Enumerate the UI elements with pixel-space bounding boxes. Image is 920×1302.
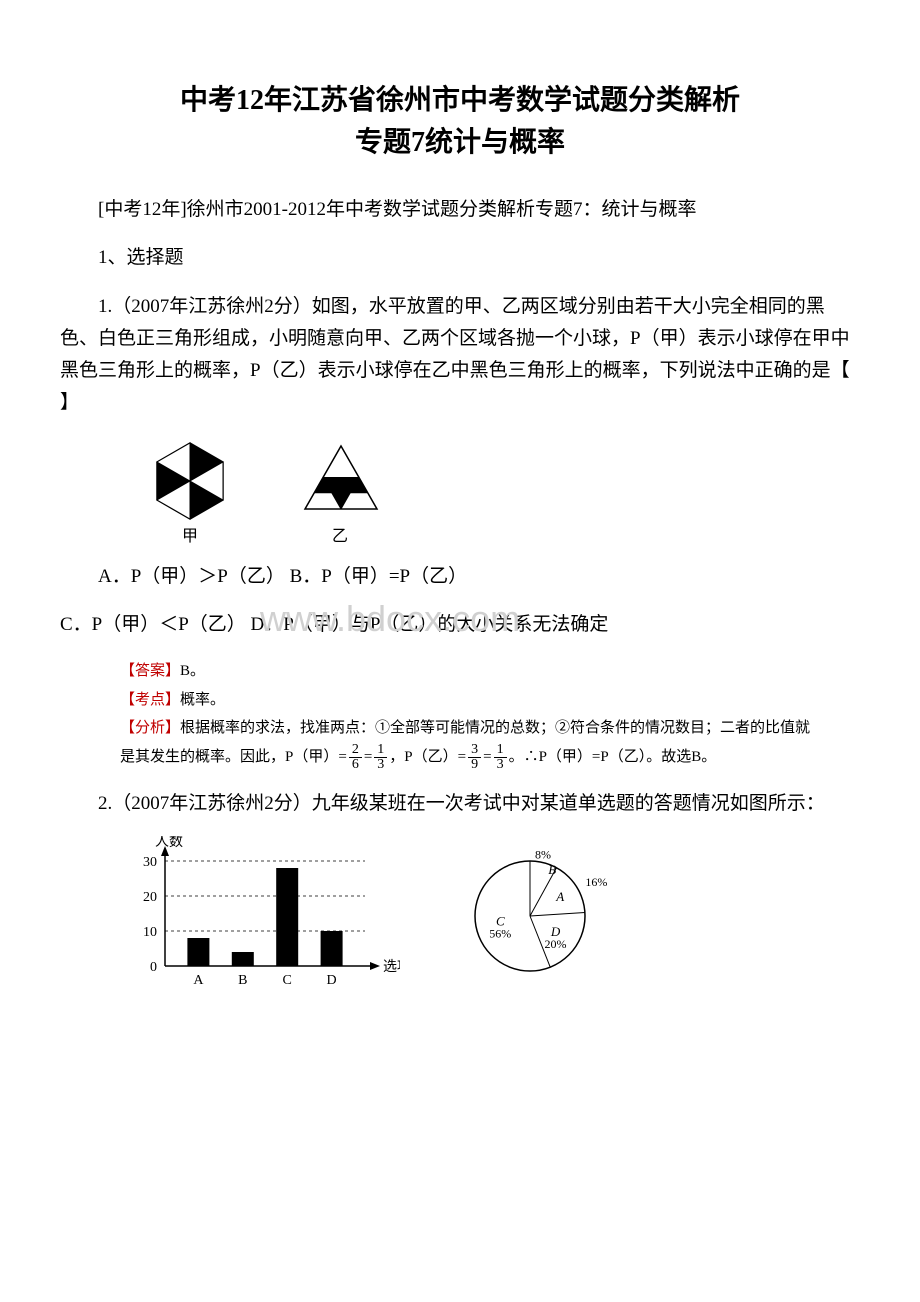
svg-text:16%: 16% (585, 875, 607, 889)
svg-text:A: A (555, 889, 564, 904)
answer-line: 【答案】B。 (120, 657, 860, 686)
label-yi: 乙 (332, 528, 348, 545)
svg-text:选项: 选项 (383, 959, 400, 975)
eq2: = (483, 749, 491, 765)
svg-text:A: A (193, 973, 204, 988)
bar-chart: 0 10 20 30 人数选项 A B C D (120, 836, 400, 996)
svg-text:30: 30 (143, 855, 157, 870)
frac-1: 26 (349, 743, 362, 772)
svg-text:B: B (548, 862, 556, 877)
label-jia: 甲 (182, 528, 198, 545)
title-line-1: 中考12年江苏省徐州市中考数学试题分类解析 (180, 85, 740, 116)
q1-figure: 甲 乙 (140, 436, 860, 551)
frac-3: 39 (468, 743, 481, 772)
answer-text: B。 (180, 663, 205, 679)
svg-text:D: D (327, 973, 337, 988)
fenxi-text-1: 根据概率的求法，找准两点：①全部等可能情况的总数；②符合条件的情况数目；二者的比… (180, 720, 810, 736)
q1-options-ab: A．P（甲）＞P（乙） B．P（甲）=P（乙） (60, 561, 860, 593)
mid-text: ，P（乙）= (389, 749, 466, 765)
kaodian-line: 【考点】概率。 (120, 686, 860, 715)
fenxi-text-2a: 是其发生的概率。因此，P（甲）= (120, 749, 347, 765)
svg-text:人数: 人数 (155, 836, 183, 850)
fenxi-line-1: 【分析】根据概率的求法，找准两点：①全部等可能情况的总数；②符合条件的情况数目；… (120, 714, 860, 743)
svg-text:8%: 8% (535, 848, 551, 862)
svg-text:C: C (283, 973, 292, 988)
kaodian-label: 【考点】 (120, 692, 180, 708)
page-title: 中考12年江苏省徐州市中考数学试题分类解析 专题7统计与概率 (60, 80, 860, 164)
q2-text: 2.（2007年江苏徐州2分）九年级某班在一次考试中对某道单选题的答题情况如图所… (60, 788, 860, 820)
kaodian-text: 概率。 (180, 692, 225, 708)
pie-chart: B8%A16%D20%C56% (440, 836, 620, 996)
q2-charts: 0102030人数选项ABCD B8%A16%D20%C56% (120, 836, 860, 996)
svg-text:B: B (238, 973, 247, 988)
svg-text:20%: 20% (545, 937, 567, 951)
eq1: = (364, 749, 372, 765)
answer-label: 【答案】 (120, 663, 180, 679)
fenxi-label: 【分析】 (120, 720, 180, 736)
frac-4: 13 (494, 743, 507, 772)
svg-text:10: 10 (143, 925, 157, 940)
end-text: 。∴P（甲）=P（乙）。故选B。 (509, 749, 717, 765)
svg-text:56%: 56% (489, 927, 511, 941)
q1-options-cd: C．P（甲）＜P（乙） D．P（甲）与P（乙）的大小关系无法确定 (60, 609, 860, 641)
frac-2: 13 (374, 743, 387, 772)
title-line-2: 专题7统计与概率 (355, 127, 565, 158)
intro-text: [中考12年]徐州市2001-2012年中考数学试题分类解析专题7：统计与概率 (60, 194, 860, 226)
fenxi-line-2: 是其发生的概率。因此，P（甲）=26=13，P（乙）=39=13。∴P（甲）=P… (120, 743, 860, 772)
q1-text: 1.（2007年江苏徐州2分）如图，水平放置的甲、乙两区域分别由若干大小完全相同… (60, 291, 860, 420)
svg-text:0: 0 (150, 960, 157, 975)
section-heading: 1、选择题 (60, 242, 860, 274)
svg-text:20: 20 (143, 890, 157, 905)
solution-block-1: 【答案】B。 【考点】概率。 【分析】根据概率的求法，找准两点：①全部等可能情况… (120, 657, 860, 772)
